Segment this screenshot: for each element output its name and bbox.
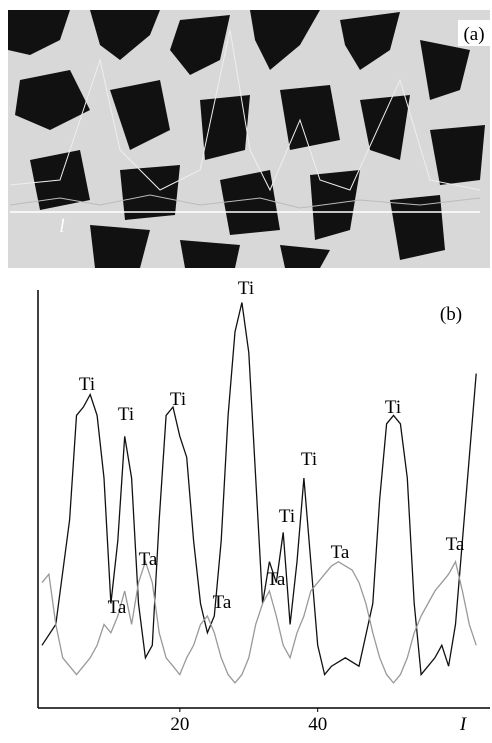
x-axis-label: I — [459, 714, 468, 735]
panel-label: (a) — [463, 24, 484, 45]
annotation: Ta — [108, 597, 127, 618]
annotation: Ta — [331, 542, 350, 563]
annotation: Ti — [301, 449, 317, 470]
micrograph: (a) l — [8, 10, 490, 268]
chart: (b) I 20 40 Ti Ti Ti Ti Ti Ti Ti Ta Ta Ta Ta Ta Ta — [37, 278, 490, 735]
trace — [9, 194, 481, 209]
annotation: Ti — [279, 506, 295, 527]
annotation: Ti — [118, 404, 134, 425]
series-line — [41, 302, 477, 677]
annotation: Ti — [238, 278, 254, 299]
annotation: Ta — [446, 534, 465, 555]
annotation: Ta — [213, 592, 232, 613]
label-bg — [458, 20, 490, 46]
x-tick-label: 20 — [170, 714, 189, 735]
x-tick-label: 40 — [308, 714, 327, 735]
panel-label: (b) — [440, 304, 462, 325]
annotation: Ta — [267, 569, 286, 590]
annotation: Ti — [385, 397, 401, 418]
trace — [9, 29, 481, 192]
series-line — [41, 559, 477, 684]
scan-marker: l — [59, 216, 64, 237]
annotation: Ta — [139, 549, 158, 570]
annotation: Ti — [79, 374, 95, 395]
annotation: Ti — [170, 389, 186, 410]
